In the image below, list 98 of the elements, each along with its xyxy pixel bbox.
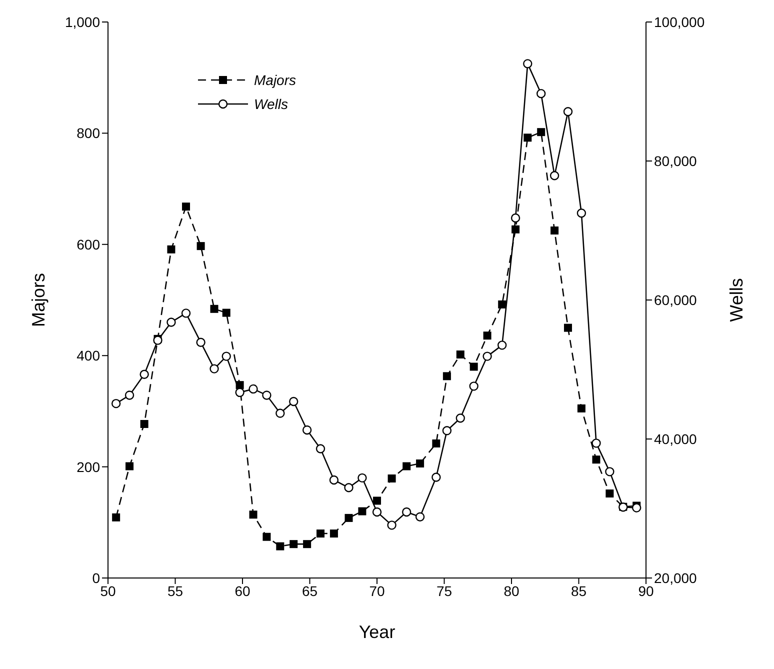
x-tick-label: 75	[436, 582, 452, 599]
point	[483, 332, 492, 340]
point	[124, 390, 134, 400]
point	[182, 202, 190, 211]
point	[262, 390, 272, 400]
point	[344, 514, 353, 522]
point	[316, 530, 325, 538]
x-axis-title: Year	[358, 622, 396, 642]
x-tick-label: 80	[504, 582, 520, 599]
point	[249, 510, 258, 519]
y2-tick-label: 40,000	[654, 430, 698, 447]
point	[416, 459, 424, 468]
point	[222, 352, 231, 361]
point	[402, 507, 412, 517]
point	[126, 462, 134, 470]
y-tick-label: 0	[92, 570, 100, 586]
point	[592, 438, 601, 448]
y-tick-label: 600	[76, 236, 100, 252]
point	[498, 300, 506, 308]
point	[523, 59, 532, 68]
point	[181, 308, 191, 318]
point	[606, 489, 614, 498]
point	[196, 242, 205, 250]
point	[550, 170, 560, 180]
point	[605, 467, 614, 476]
point	[344, 483, 354, 492]
point	[329, 475, 339, 485]
point	[276, 408, 285, 418]
y2-tick-label: 60,000	[654, 292, 698, 308]
y-tick-label: 800	[76, 125, 100, 142]
point	[592, 456, 600, 464]
point	[358, 507, 366, 516]
point	[196, 338, 206, 347]
legend-label: Wells	[254, 96, 288, 112]
point	[524, 134, 532, 142]
point	[536, 88, 546, 98]
point	[550, 226, 559, 234]
point	[210, 304, 218, 313]
x-tick-label: 55	[167, 582, 184, 599]
y-tick-label: 1,000	[64, 14, 100, 30]
point	[112, 513, 120, 522]
point	[111, 398, 121, 408]
point	[432, 439, 440, 448]
point	[248, 384, 258, 394]
point	[469, 382, 478, 391]
point	[497, 340, 507, 350]
point	[564, 324, 572, 332]
y2-tick-label: 80,000	[654, 152, 698, 169]
point	[235, 388, 244, 398]
point	[302, 425, 312, 435]
x-tick-label: 70	[369, 582, 385, 599]
point	[262, 532, 271, 541]
y2-tick-label: 100,000	[654, 14, 705, 30]
point	[330, 530, 338, 538]
point	[442, 426, 452, 436]
point	[402, 462, 411, 470]
point	[140, 420, 148, 428]
point	[358, 473, 367, 483]
y-tick-label: 200	[76, 458, 100, 475]
point	[316, 444, 326, 454]
point	[442, 372, 451, 380]
point	[456, 414, 465, 423]
y-tick-label: 400	[76, 348, 100, 364]
point	[236, 381, 244, 390]
point	[576, 208, 586, 218]
point	[166, 318, 176, 327]
x-tick-label: 50	[100, 582, 116, 599]
point	[415, 512, 425, 522]
point	[210, 364, 219, 374]
x-tick-label: 65	[302, 582, 318, 599]
y-axis-title: Majors	[28, 272, 48, 328]
point	[289, 396, 298, 406]
point	[537, 128, 546, 136]
point	[372, 507, 382, 517]
point	[470, 362, 478, 371]
point	[510, 213, 520, 223]
point	[632, 503, 642, 512]
x-tick-label: 60	[234, 582, 250, 599]
point	[456, 350, 464, 358]
point	[482, 352, 492, 361]
point	[140, 370, 149, 379]
y2-tick-label: 20,000	[654, 570, 698, 586]
x-tick-label: 85	[570, 582, 587, 599]
x-tick-label: 90	[638, 582, 654, 599]
point	[512, 225, 520, 234]
point	[563, 107, 573, 116]
legend-label: Majors	[254, 72, 296, 88]
point	[167, 245, 176, 254]
y2-axis-title: Wells	[726, 278, 746, 322]
point	[373, 496, 381, 505]
point	[577, 404, 586, 412]
point	[432, 472, 441, 482]
point	[290, 540, 298, 548]
point	[303, 540, 312, 548]
point	[387, 520, 396, 530]
point	[276, 542, 284, 550]
point	[222, 308, 230, 317]
point	[388, 474, 396, 482]
